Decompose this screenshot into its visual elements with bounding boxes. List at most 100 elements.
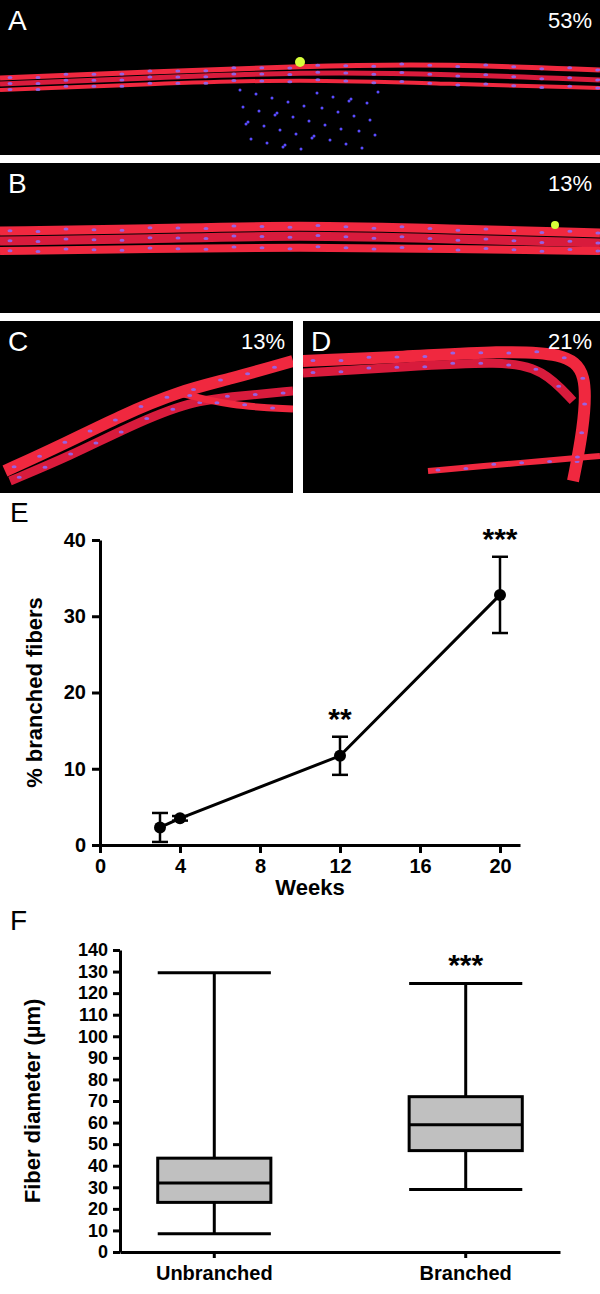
axis-title: Weeks	[275, 875, 344, 900]
nucleus	[203, 69, 208, 72]
box	[409, 983, 522, 1189]
nucleus	[371, 248, 376, 251]
cell-dot	[255, 93, 258, 96]
nucleus	[582, 402, 587, 405]
cell-dot	[274, 114, 277, 117]
nucleus	[506, 364, 511, 367]
nucleus	[231, 72, 236, 75]
tick-label: 90	[88, 1048, 108, 1068]
tick: 4	[175, 845, 187, 877]
panel-percent: 13%	[241, 329, 285, 354]
nucleus	[231, 234, 236, 237]
nucleus	[91, 85, 96, 88]
tick-label: 4	[175, 855, 187, 877]
box-body	[409, 1097, 522, 1151]
box-body	[158, 1158, 271, 1202]
whisker-cap	[158, 971, 271, 974]
nucleus	[575, 455, 580, 458]
nucleus	[595, 68, 600, 71]
nucleus	[422, 355, 427, 358]
nucleus	[63, 73, 68, 76]
nucleus	[338, 370, 343, 373]
nucleus	[595, 249, 600, 252]
panel-letter: D	[311, 326, 331, 357]
panel-percent: 13%	[548, 171, 592, 196]
nucleus	[231, 224, 236, 227]
nucleus	[366, 367, 371, 370]
nucleus	[399, 71, 404, 74]
cell-dot	[287, 101, 290, 104]
nucleus	[287, 226, 292, 229]
panel-percent: 21%	[548, 329, 592, 354]
cell-dot	[258, 110, 261, 113]
nucleus	[394, 355, 399, 358]
tick-mark	[113, 1057, 120, 1060]
nucleus	[595, 231, 600, 234]
nucleus	[422, 365, 427, 368]
tick-mark	[92, 692, 100, 695]
tick-label: Branched	[420, 1262, 512, 1284]
nucleus	[343, 64, 348, 67]
nucleus	[91, 228, 96, 231]
nucleus	[511, 84, 516, 87]
nucleus	[427, 73, 432, 76]
fiber	[0, 81, 600, 90]
tick: 8	[255, 845, 266, 877]
nucleus	[270, 406, 275, 409]
whisker	[464, 983, 467, 1096]
tick: 120	[78, 983, 120, 1003]
nucleus	[567, 85, 572, 88]
tick-label: 40	[88, 1156, 108, 1176]
cell-dot	[358, 130, 361, 133]
nucleus	[17, 476, 22, 479]
axis: 010203040	[64, 529, 101, 856]
plot-area	[158, 973, 523, 1234]
nucleus	[12, 465, 17, 468]
error-bar-line	[152, 812, 168, 815]
nucleus	[567, 66, 572, 69]
significance-label: ***	[448, 948, 483, 981]
nucleus	[35, 230, 40, 233]
cell-dot	[321, 107, 324, 110]
nucleus	[287, 80, 292, 83]
nucleus	[119, 229, 124, 232]
axis: 0102030405060708090100110120130140	[78, 940, 121, 1262]
nucleus	[310, 371, 315, 374]
nucleus	[253, 393, 258, 396]
cell-dot	[292, 116, 295, 119]
cell-dot	[308, 120, 311, 123]
nucleus	[450, 362, 455, 365]
nucleus	[343, 80, 348, 83]
cell-dot	[311, 137, 314, 140]
nucleus	[371, 65, 376, 68]
nucleus	[539, 77, 544, 80]
nucleus	[315, 224, 320, 227]
cell-dot	[239, 89, 242, 92]
nucleus	[519, 461, 524, 464]
significance-label: ***	[482, 522, 517, 555]
tick: 16	[409, 845, 431, 877]
fiber	[0, 236, 600, 243]
tick-label: 120	[78, 983, 108, 1003]
nucleus	[225, 395, 230, 398]
nucleus	[399, 63, 404, 66]
nucleus	[175, 247, 180, 250]
nucleus	[259, 66, 264, 69]
cell-dot	[332, 96, 335, 99]
tick: 130	[78, 962, 120, 982]
nucleus	[483, 247, 488, 250]
nucleus	[478, 362, 483, 365]
nucleus	[7, 239, 12, 242]
nucleus	[427, 237, 432, 240]
nucleus	[175, 227, 180, 230]
cell-dot	[279, 129, 282, 132]
tick-label: 0	[95, 855, 106, 877]
significance-label: **	[328, 702, 352, 735]
nucleus	[595, 241, 600, 244]
cell-dot	[266, 142, 269, 145]
nucleus	[595, 86, 600, 89]
panel-background	[0, 0, 600, 155]
nucleus	[119, 239, 124, 242]
tick-label: 30	[88, 1178, 108, 1198]
nucleus	[43, 466, 48, 469]
